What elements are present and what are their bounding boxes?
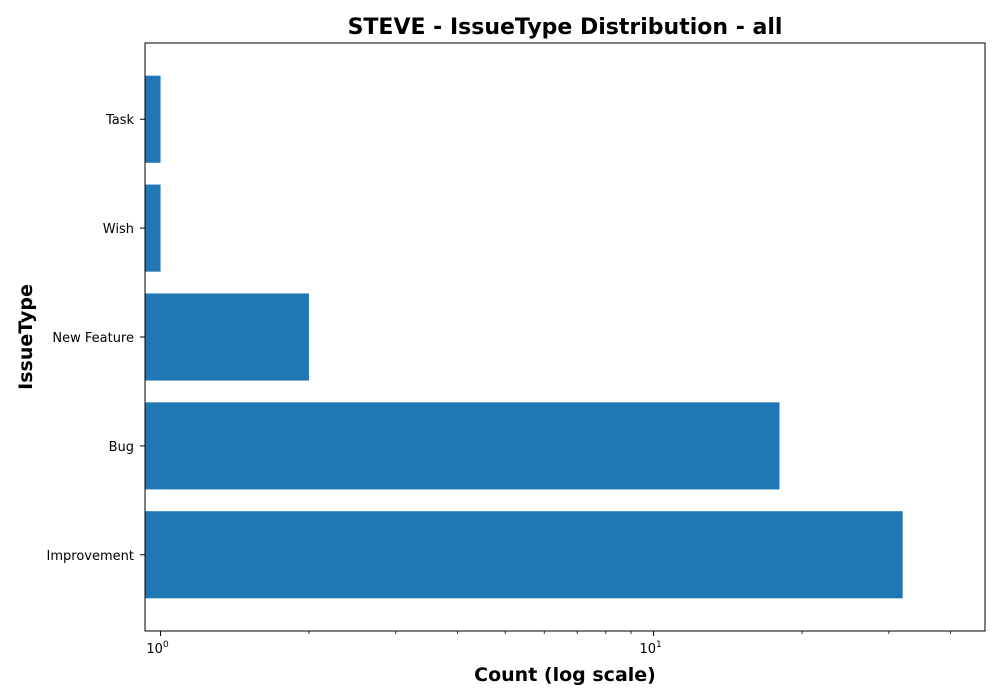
bars-layer: [145, 75, 903, 599]
y-tick-label: Improvement: [47, 549, 134, 564]
plot-frame: [144, 42, 986, 632]
chart-title: STEVE - IssueType Distribution - all: [348, 15, 783, 40]
x-tick-label: 100: [146, 640, 169, 657]
bar-improvement: [145, 511, 903, 599]
y-tick-label: Task: [105, 113, 135, 128]
x-axis-label: Count (log scale): [474, 664, 656, 686]
y-axis-label: IssueType: [15, 284, 37, 390]
y-tick-label: New Feature: [52, 331, 134, 346]
x-tick-label: 101: [639, 640, 661, 657]
x-axis-ticks: 100 101: [146, 631, 951, 657]
y-axis-ticks: Improvement Bug New Feature Wish Task: [47, 113, 145, 564]
bar-new-feature: [145, 293, 309, 381]
bar-wish: [145, 184, 161, 272]
y-tick-label: Wish: [103, 222, 134, 237]
y-tick-label: Bug: [109, 440, 134, 455]
bar-task: [145, 75, 161, 163]
bar-bug: [145, 402, 780, 490]
